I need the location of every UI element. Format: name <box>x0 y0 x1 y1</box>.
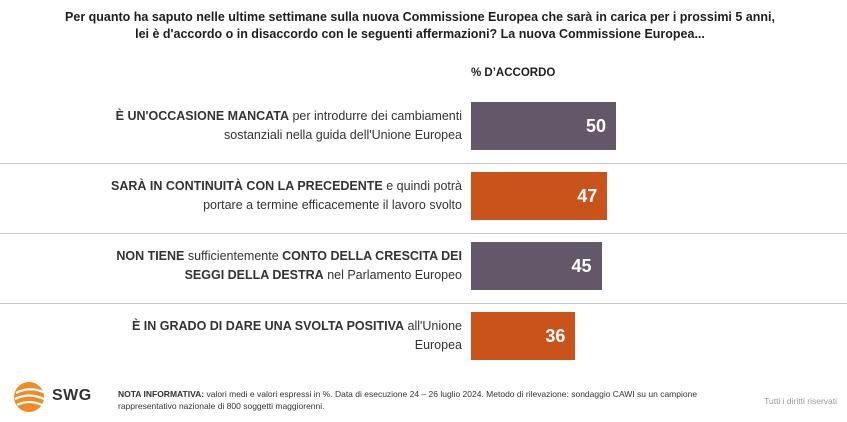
category-label-text: e quindi potrà portare a termine efficac… <box>203 179 462 212</box>
bar <box>471 102 616 150</box>
row-divider <box>0 303 847 304</box>
category-label: NON TIENE sufficientemente CONTO DELLA C… <box>100 236 462 296</box>
bar-value-label: 47 <box>577 186 598 206</box>
bar-value-label: 36 <box>545 326 566 346</box>
category-label-text: all'Unione Europea <box>404 319 462 352</box>
bar <box>471 312 576 360</box>
logo-text: SWG <box>52 387 92 404</box>
rights-text: Tutti i diritti riservati <box>764 396 837 406</box>
bar <box>471 242 602 290</box>
title-line-1: Per quanto ha saputo nelle ultime settim… <box>65 10 775 24</box>
chart-row: È UN'OCCASIONE MANCATA per introdurre de… <box>0 96 847 156</box>
footnote: NOTA INFORMATIVA: valori medi e valori e… <box>118 388 698 412</box>
category-label: SARÀ IN CONTINUITÀ CON LA PRECEDENTE e q… <box>100 166 462 226</box>
chart-row: È IN GRADO DI DARE UNA SVOLTA POSITIVA a… <box>0 306 847 366</box>
chart-row: NON TIENE sufficientemente CONTO DELLA C… <box>0 236 847 296</box>
swg-logo-icon <box>14 382 45 412</box>
category-label: È UN'OCCASIONE MANCATA per introdurre de… <box>100 96 462 156</box>
category-label-bold: CONTO DELLA CRESCITA DEI SEGGI DELLA DES… <box>184 249 462 282</box>
row-divider <box>0 233 847 234</box>
category-label: È IN GRADO DI DARE UNA SVOLTA POSITIVA a… <box>100 306 462 366</box>
row-divider <box>0 163 847 164</box>
category-label-text: sufficientemente <box>184 249 283 263</box>
category-label-text: nel Parlamento Europeo <box>323 268 462 282</box>
bar <box>471 172 608 220</box>
chart-title: Per quanto ha saputo nelle ultime settim… <box>60 9 780 43</box>
category-label-bold: È UN'OCCASIONE MANCATA <box>115 109 289 123</box>
category-label-bold: NON TIENE <box>116 249 185 263</box>
bar-value-label: 45 <box>571 256 592 276</box>
footnote-text: valori medi e valori espressi in %. Data… <box>118 389 698 411</box>
category-label-bold: SARÀ IN CONTINUITÀ CON LA PRECEDENTE <box>111 179 383 193</box>
footnote-label: NOTA INFORMATIVA: <box>118 389 205 399</box>
category-label-bold: È IN GRADO DI DARE UNA SVOLTA POSITIVA <box>132 319 405 333</box>
column-header: % D’ACCORDO <box>471 67 556 79</box>
bar-value-label: 50 <box>585 116 606 136</box>
chart-row: SARÀ IN CONTINUITÀ CON LA PRECEDENTE e q… <box>0 166 847 226</box>
category-label-text: per introdurre dei cambiamenti sostanzia… <box>224 109 462 142</box>
title-line-2: lei è d'accordo o in disaccordo con le s… <box>135 27 705 41</box>
